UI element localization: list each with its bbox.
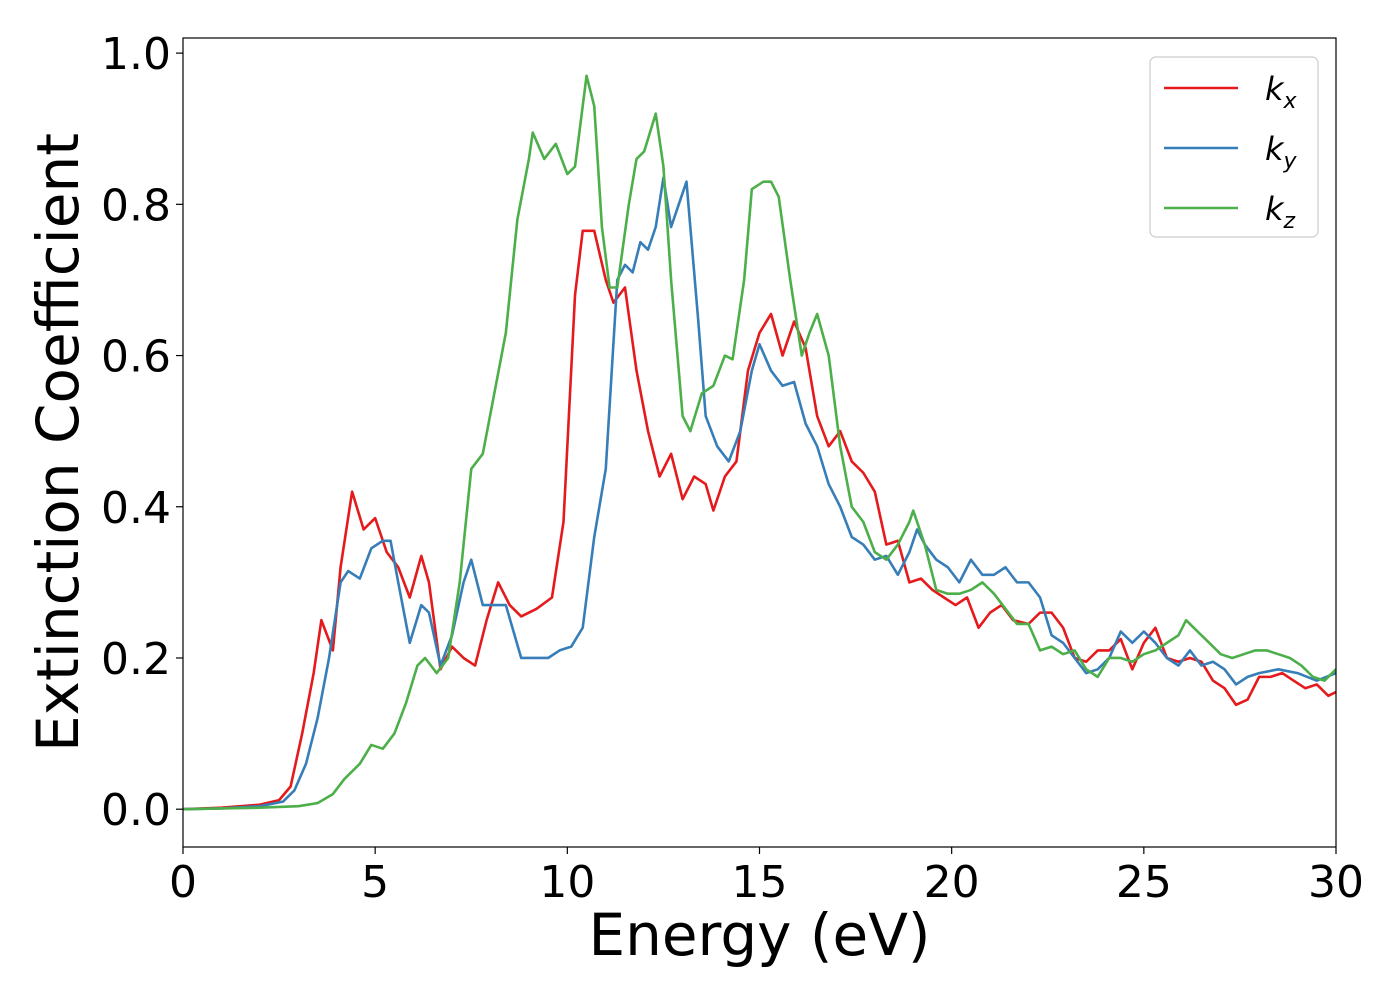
series-line-y [183, 176, 1336, 811]
legend-label-z: kz [1265, 190, 1296, 234]
y-tick-label: 1.0 [101, 29, 171, 80]
x-tick-label: 5 [361, 857, 389, 908]
x-axis-label: Energy (eV) [588, 901, 930, 969]
x-tick-label: 15 [732, 857, 788, 908]
x-axis-ticks: 0 5 10 15 20 25 30 [169, 847, 1364, 908]
x-tick-label: 30 [1308, 857, 1364, 908]
x-tick-label: 20 [924, 857, 980, 908]
y-axis-label: Extinction Coefficient [24, 133, 92, 752]
y-axis-ticks: 0.0 0.2 0.4 0.6 0.8 1.0 [101, 29, 183, 836]
x-tick-label: 10 [539, 857, 595, 908]
y-tick-label: 0.0 [101, 785, 171, 836]
x-tick-label: 25 [1116, 857, 1172, 908]
legend-label-x: kx [1265, 70, 1298, 114]
legend-label-y: ky [1265, 130, 1298, 174]
y-tick-label: 0.8 [101, 180, 171, 231]
y-tick-label: 0.6 [101, 332, 171, 383]
series-line-z [183, 74, 1336, 811]
y-tick-label: 0.4 [101, 483, 171, 534]
legend: kx ky kz [1149, 56, 1319, 238]
series-line-x [183, 229, 1336, 811]
x-tick-label: 0 [169, 857, 197, 908]
y-tick-label: 0.2 [101, 634, 171, 685]
series-curves [183, 74, 1336, 811]
